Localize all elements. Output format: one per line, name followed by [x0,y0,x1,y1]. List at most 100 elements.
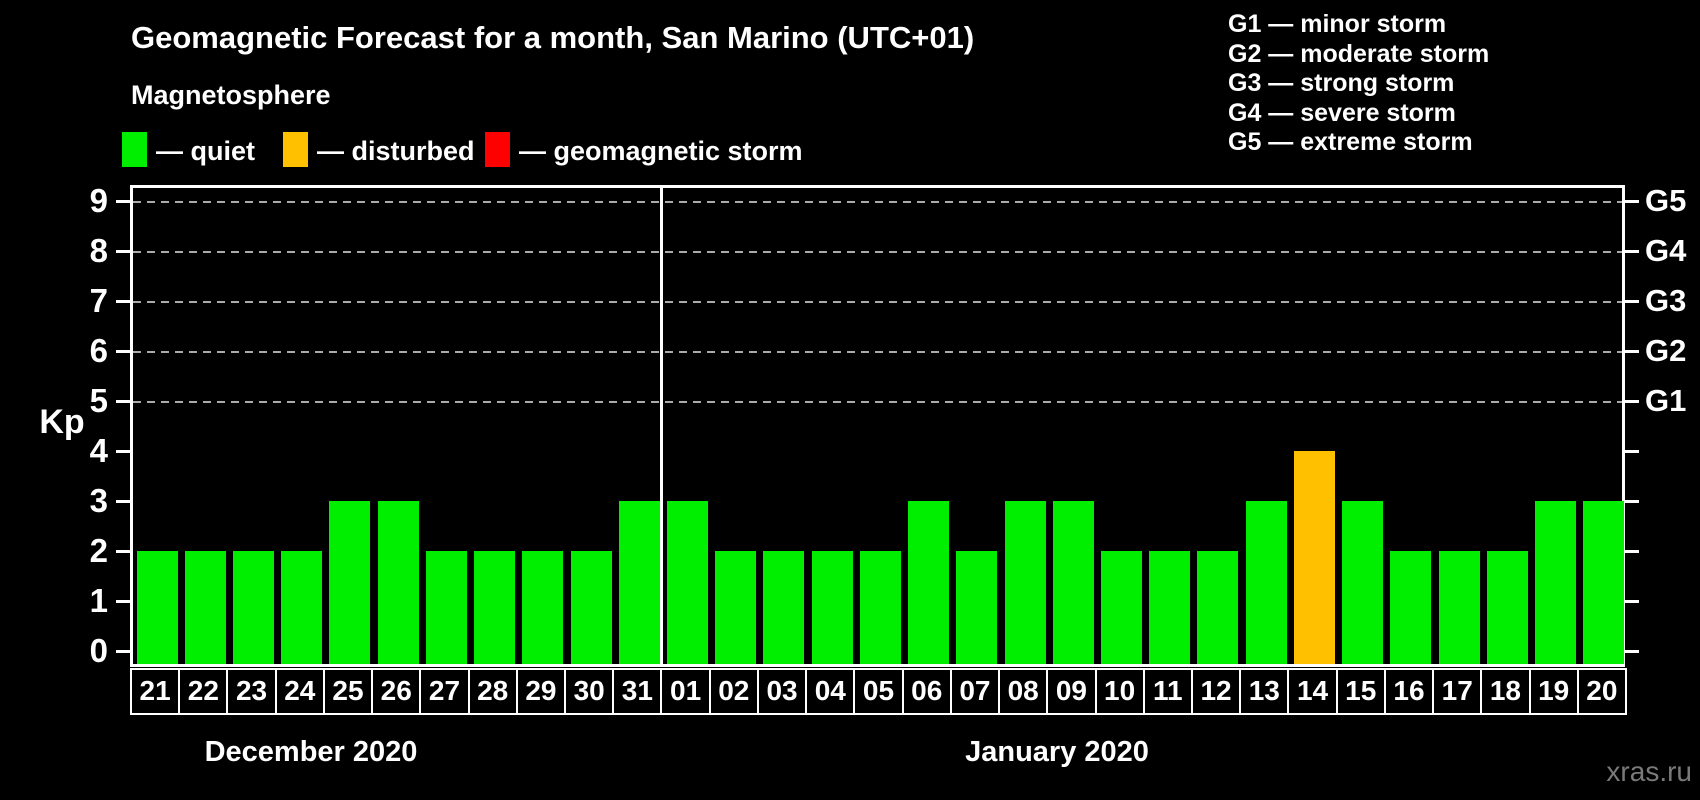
gridline-kp7 [133,301,1622,303]
day-label-22: 22 [178,668,229,715]
kp-bar-day-11 [1149,551,1191,664]
kp-bar-day-29 [522,551,564,664]
day-label-17: 17 [1432,668,1483,715]
g-level-label-g3: G3 [1645,283,1687,318]
day-label-24: 24 [274,668,325,715]
day-label-20: 20 [1576,668,1627,715]
storm-scale-g2: G2 — moderate storm [1228,39,1490,68]
kp-bar-day-27 [425,551,467,664]
kp-bar-day-12 [1197,551,1239,664]
y-axis-tick-right [1625,250,1639,253]
y-axis-tick-left [116,250,130,253]
kp-bar-day-01 [666,501,708,664]
y-axis-tick-left [116,300,130,303]
kp-bar-day-20 [1583,501,1625,664]
y-tick-label: 8 [89,232,108,269]
kp-bar-day-09 [1052,501,1094,664]
day-label-12: 12 [1190,668,1242,715]
day-label-28: 28 [467,668,518,715]
storm-scale-g1: G1 — minor storm [1228,10,1447,38]
y-axis-tick-right [1625,400,1639,403]
kp-bar-day-02 [715,551,757,664]
day-label-23: 23 [226,668,277,715]
day-label-18: 18 [1480,668,1531,715]
kp-bar-day-03 [763,551,805,664]
kp-bar-day-25 [329,501,371,664]
day-label-04: 04 [805,668,856,715]
chart-title: Geomagnetic Forecast for a month, San Ma… [131,20,975,55]
day-label-10: 10 [1094,668,1145,715]
kp-bar-day-30 [570,551,612,664]
plot-area [130,185,1625,667]
y-axis-tick-left [116,200,130,203]
quiet-legend-swatch [122,132,147,167]
kp-bar-day-13 [1245,501,1287,664]
storm-legend-swatch [485,132,510,167]
storm-scale-legend: G1 — minor storm G2 — moderate storm G3 … [1228,10,1489,158]
y-axis-tick-right [1625,500,1639,503]
day-label-14: 14 [1287,668,1338,715]
month-label-december: December 2020 [204,736,418,768]
day-label-09: 09 [1046,668,1097,715]
kp-bar-day-24 [281,551,323,664]
kp-bar-day-05 [859,551,901,664]
kp-bar-day-21 [136,551,178,664]
day-label-13: 13 [1239,668,1290,715]
day-label-15: 15 [1335,668,1386,715]
day-label-26: 26 [371,668,422,715]
g-level-label-g1: G1 [1645,383,1687,418]
day-label-25: 25 [322,668,374,715]
storm-scale-g3: G3 — strong storm [1228,69,1455,97]
kp-bar-day-19 [1535,501,1577,664]
y-tick-label: 9 [89,182,108,219]
gridline-kp8 [133,251,1622,253]
day-label-08: 08 [998,668,1049,715]
disturbed-legend-swatch [283,132,308,167]
day-label-29: 29 [515,668,567,715]
kp-bar-day-28 [474,551,516,664]
y-tick-label: 1 [89,582,108,619]
y-axis-tick-left [116,400,130,403]
watermark: xras.ru [1606,756,1692,787]
g-level-label-g4: G4 [1645,233,1687,268]
y-axis-tick-right [1625,300,1639,303]
day-label-05: 05 [853,668,904,715]
y-axis-tick-right [1625,600,1639,603]
storm-scale-g4: G4 — severe storm [1228,98,1456,127]
day-label-03: 03 [756,668,808,715]
kp-bar-day-23 [232,551,274,664]
storm-scale-g5: G5 — extreme storm [1228,128,1473,156]
y-axis-tick-right [1625,200,1639,203]
kp-bar-day-04 [811,551,853,664]
gridline-kp6 [133,351,1622,353]
magnetosphere-label: Magnetosphere [131,80,331,110]
y-axis-tick-left [116,550,130,553]
y-axis-tick-left [116,500,130,503]
gridline-kp9 [133,201,1622,203]
y-axis-tick-left [116,350,130,353]
y-axis-tick-left [116,650,130,653]
y-axis-tick-right [1625,350,1639,353]
kp-bar-day-06 [908,501,950,664]
y-tick-label: 6 [89,332,108,369]
kp-bar-day-08 [1004,501,1046,664]
kp-bar-day-14 [1293,451,1335,664]
plot-inner [133,188,1625,664]
day-label-27: 27 [419,668,470,715]
kp-bar-day-15 [1342,501,1384,664]
kp-bar-day-07 [956,551,998,664]
kp-bar-day-22 [184,551,226,664]
y-tick-label: 2 [89,532,108,569]
quiet-legend-label: — quiet [156,136,255,166]
day-label-11: 11 [1142,668,1193,715]
y-tick-label: 4 [89,432,108,469]
month-label-january: January 2020 [965,736,1149,768]
kp-bar-day-26 [377,501,419,664]
day-label-01: 01 [660,668,711,715]
y-axis-tick-right [1625,650,1639,653]
day-label-31: 31 [612,668,663,715]
kp-bar-day-17 [1438,551,1480,664]
day-label-19: 19 [1528,668,1579,715]
y-tick-label: 7 [89,282,108,319]
